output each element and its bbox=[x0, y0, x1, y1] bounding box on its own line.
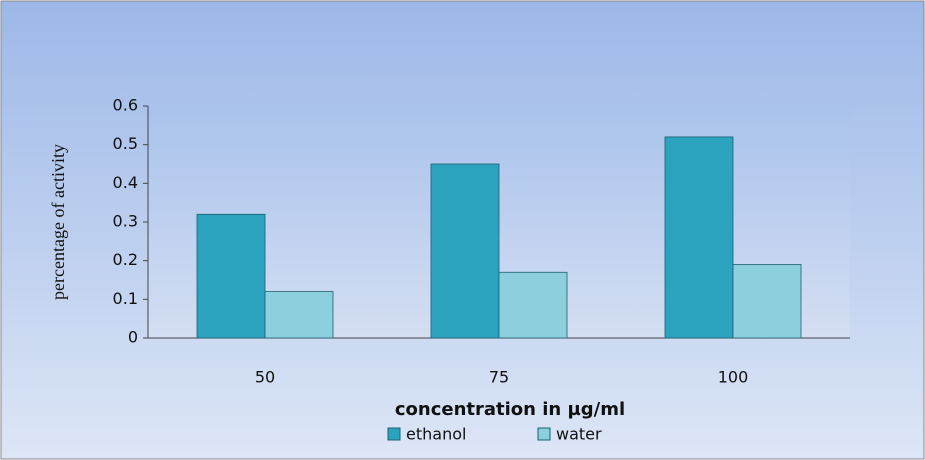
x-tick-label: 100 bbox=[718, 368, 749, 387]
legend-swatch bbox=[387, 427, 401, 441]
y-tick-label: 0 bbox=[128, 328, 138, 347]
bar bbox=[664, 136, 734, 339]
bar bbox=[430, 163, 500, 339]
legend-label: ethanol bbox=[406, 425, 466, 444]
bar bbox=[732, 264, 802, 339]
legend-swatch bbox=[537, 427, 551, 441]
legend-label: water bbox=[556, 425, 602, 444]
y-tick-label: 0.1 bbox=[113, 289, 138, 308]
bar bbox=[498, 271, 568, 339]
y-tick-label: 0.4 bbox=[113, 173, 138, 192]
x-axis-label: concentration in µg/ml bbox=[395, 399, 625, 420]
y-tick-label: 0.6 bbox=[113, 96, 138, 115]
y-tick-label: 0.5 bbox=[113, 134, 138, 153]
x-tick-label: 75 bbox=[489, 368, 509, 387]
y-tick-label: 0.3 bbox=[113, 212, 138, 231]
y-tick-label: 0.2 bbox=[113, 250, 138, 269]
x-tick-label: 50 bbox=[255, 368, 275, 387]
bar bbox=[264, 291, 334, 339]
y-axis-label: percentage of activity bbox=[48, 144, 68, 300]
bar bbox=[196, 213, 266, 339]
